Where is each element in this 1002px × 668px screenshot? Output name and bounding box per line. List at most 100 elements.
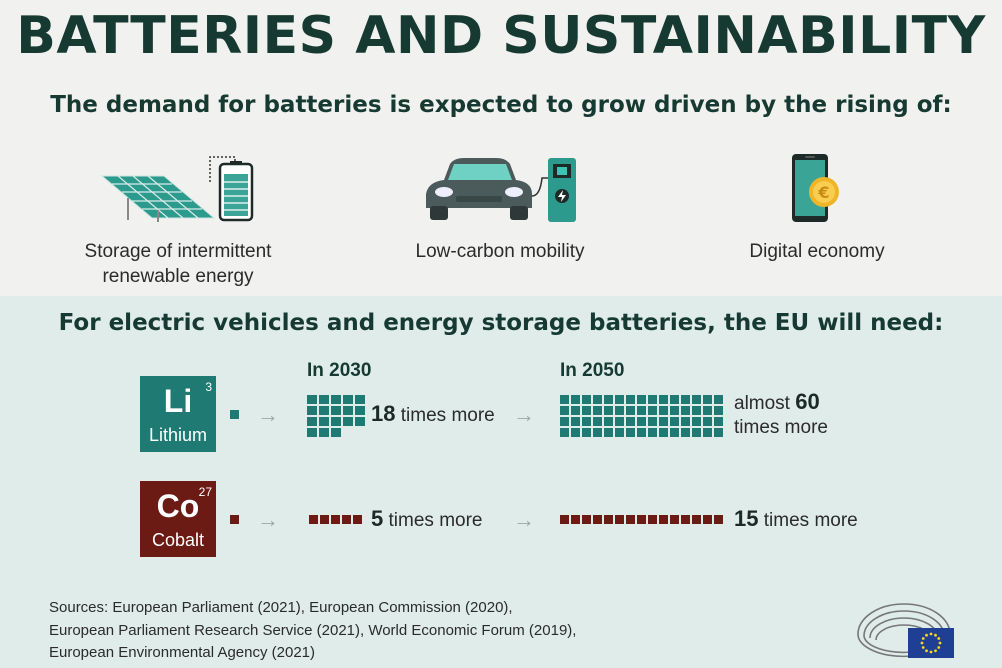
quantity-unit [670,395,679,404]
quantity-unit [604,428,613,437]
sources-note: Sources: European Parliament (2021), Eur… [49,597,576,665]
quantity-unit [692,406,701,415]
quantity-unit [692,395,701,404]
quantity-unit [659,428,668,437]
quantity-unit [648,428,657,437]
quantity-unit [582,515,591,524]
quantity-unit [571,417,580,426]
quantity-unit [560,515,569,524]
eu-star [922,646,925,649]
quantity-unit [353,515,362,524]
quantity-unit [659,395,668,404]
quantity-unit [593,428,602,437]
quantity-unit [615,428,624,437]
smartphone-euro-coin-icon: € [790,154,846,224]
quantity-unit [343,395,353,404]
driver-label-storage: Storage of intermittent renewable energy [60,239,296,289]
eu-star [934,649,937,652]
driver-label-mobility: Low-carbon mobility [380,239,620,264]
quantity-unit [319,428,329,437]
quantity-unit [703,428,712,437]
quantity-unit [307,406,317,415]
quantity-unit [681,417,690,426]
quantity-unit [703,406,712,415]
eu-star [934,634,937,637]
quantity-unit [703,417,712,426]
quantity-unit [659,417,668,426]
atomic-number: 27 [199,485,212,499]
quantity-unit [331,515,340,524]
quantity-unit [615,395,624,404]
eu-star [939,642,942,645]
quantity-unit [692,515,701,524]
quantity-unit [714,395,723,404]
eu-star [922,637,925,640]
quantity-unit [670,417,679,426]
arrow-icon: → [513,404,535,426]
eu-star [930,651,933,654]
solar-panel-battery-icon [98,152,258,224]
quantity-unit [681,515,690,524]
quantity-unit [615,406,624,415]
eu-star [937,637,940,640]
driver-label-digital: Digital economy [700,239,934,264]
quantity-unit [331,417,341,426]
quantity-unit [615,515,624,524]
quantity-unit [659,406,668,415]
quantity-unit [593,406,602,415]
quantity-unit [637,406,646,415]
quantity-unit [670,428,679,437]
quantity-unit [692,417,701,426]
quantity-unit [692,428,701,437]
quantity-unit [637,515,646,524]
quantity-unit [593,395,602,404]
quantity-unit [560,395,569,404]
quantity-unit [670,515,679,524]
european-parliament-logo-icon [852,600,956,660]
eu-star [937,646,940,649]
quantity-unit [626,428,635,437]
electric-car-charger-icon [420,152,580,226]
quantity-unit [626,515,635,524]
quantity-unit [648,406,657,415]
cobalt-2030-grid [309,515,362,524]
quantity-unit [571,395,580,404]
quantity-unit [714,406,723,415]
quantity-unit [560,428,569,437]
eu-star [925,649,928,652]
quantity-unit [319,417,329,426]
cobalt-2050-quantity: 15 times more [734,507,858,533]
svg-text:€: € [817,183,829,202]
quantity-unit [582,417,591,426]
eu-star [925,634,928,637]
quantity-unit [637,428,646,437]
cobalt-2050-grid [560,515,723,524]
quantity-unit [343,417,353,426]
quantity-unit [582,428,591,437]
cobalt-2030-quantity: 5 times more [371,507,483,533]
cobalt-element-tile: Co 27 Cobalt [140,481,216,557]
quantity-unit [342,515,351,524]
lithium-element-tile: Li 3 Lithium [140,376,216,452]
quantity-unit [560,417,569,426]
lithium-2050-grid [560,395,723,437]
quantity-unit [659,515,668,524]
quantity-unit [703,515,712,524]
quantity-unit [681,406,690,415]
quantity-unit [355,417,365,426]
page-subtitle: The demand for batteries is expected to … [0,92,1002,118]
quantity-unit [571,428,580,437]
quantity-unit [604,417,613,426]
quantity-unit [648,515,657,524]
element-name: Lithium [140,425,216,446]
quantity-unit [703,395,712,404]
quantity-unit [582,406,591,415]
quantity-unit [615,417,624,426]
quantity-unit [307,417,317,426]
quantity-unit [637,417,646,426]
quantity-unit [626,406,635,415]
lithium-base-unit [230,410,239,419]
quantity-unit [637,395,646,404]
lithium-2030-quantity: 18 times more [371,402,495,428]
eu-star [930,633,933,636]
